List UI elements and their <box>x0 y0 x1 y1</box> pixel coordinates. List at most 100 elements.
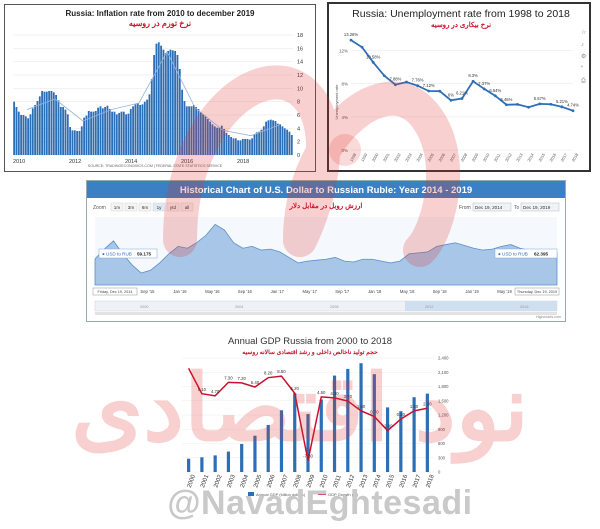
from-date-input[interactable] <box>472 202 512 212</box>
gdp-growth-label: 0.70 <box>370 410 379 415</box>
inflation-bar <box>29 114 32 155</box>
unemployment-point <box>560 105 564 109</box>
unemployment-xtick: 2008 <box>460 152 469 163</box>
quote-icon[interactable]: “ <box>581 66 583 72</box>
usd-xtick: Jan '17 <box>271 289 285 294</box>
from-date-value: Dec 19, 2014 <box>475 205 503 210</box>
gdp-growth-label: 1.80 <box>357 404 366 409</box>
to-date-input[interactable] <box>520 202 560 212</box>
inflation-bar <box>45 91 48 155</box>
gdp-growth-label: 3.70 <box>344 394 353 399</box>
gdp-bar <box>385 407 390 472</box>
inflation-bar <box>162 49 165 155</box>
unemployment-data-label: 13.26% <box>344 32 358 37</box>
usd-xtick: May '19 <box>497 289 512 294</box>
unemployment-xtick: 2015 <box>537 152 546 163</box>
gdp-growth-label: 6.40 <box>251 380 260 385</box>
unemployment-xtick: 2017 <box>559 152 568 163</box>
inflation-ytick: 10 <box>297 86 303 92</box>
inflation-bar <box>286 129 289 155</box>
bell-icon[interactable]: ♪ <box>581 42 584 48</box>
zoom-button-label: all <box>185 205 190 210</box>
gdp-ytick: 1,500 <box>438 398 449 403</box>
inflation-bar <box>157 42 160 156</box>
zoom-button-ytd[interactable] <box>166 202 180 212</box>
inflation-bar <box>216 127 219 155</box>
usd-xtick: May '18 <box>400 289 415 294</box>
gdp-bar <box>213 455 217 472</box>
zoom-button-all[interactable] <box>180 202 194 212</box>
inflation-bar <box>90 111 93 155</box>
unemployment-xtick: 2013 <box>515 152 524 163</box>
gdp-bar <box>359 363 363 472</box>
unemployment-point <box>371 60 375 64</box>
inflation-bar <box>267 120 270 155</box>
zoom-button-1m[interactable] <box>110 202 124 212</box>
inflation-bar <box>188 106 191 155</box>
unemployment-point <box>505 103 508 107</box>
unemployment-xtick: 2009 <box>471 152 480 163</box>
inflation-bar <box>199 112 202 155</box>
inflation-ytick: 12 <box>297 73 303 79</box>
inflation-bar <box>76 131 79 155</box>
inflation-chart-panel: Russia: Inflation rate from 2010 to dece… <box>4 4 316 172</box>
unemployment-point <box>427 89 431 93</box>
star-icon[interactable]: ☆ <box>581 29 586 36</box>
usd-xtick: Jan '19 <box>465 289 479 294</box>
gdp-ytick: 600 <box>438 441 446 446</box>
gdp-ytick: 0 <box>438 470 441 475</box>
inflation-bar <box>178 69 181 155</box>
inflation-xtick: 2012 <box>69 159 81 165</box>
zoom-button-3m[interactable] <box>124 202 138 212</box>
inflation-bar <box>55 95 58 155</box>
gdp-xtick: 2018 <box>426 473 436 488</box>
inflation-bar <box>202 114 205 155</box>
gdp-xtick: 2015 <box>386 473 396 488</box>
inflation-bar <box>279 124 282 155</box>
usd-end-tooltip-name: ● USD to RUB <box>498 252 528 257</box>
gdp-bar <box>319 399 323 472</box>
inflation-bar <box>164 53 167 155</box>
gear-icon[interactable]: ⚙ <box>581 53 586 60</box>
unemployment-ylabel: Unemployment rate <box>334 84 339 120</box>
zoom-button-6m[interactable] <box>138 202 152 212</box>
inflation-bar <box>227 135 230 155</box>
inflation-bar <box>27 118 30 155</box>
unemployment-point <box>549 102 553 106</box>
usd-rub-title: Historical Chart of U.S. Dollar to Russi… <box>180 185 472 196</box>
inflation-bar <box>260 129 263 155</box>
usd-navigator-tick: 2000 <box>140 305 148 309</box>
inflation-bar <box>146 99 149 155</box>
unemployment-data-label: 5.21% <box>556 99 568 104</box>
unemployment-xtick: 2002 <box>393 152 402 163</box>
unemployment-xtick: 1999 <box>360 152 369 163</box>
usd-navigator-selection[interactable] <box>405 301 557 311</box>
to-label: To <box>514 205 520 211</box>
inflation-bar <box>94 111 97 155</box>
chart-toolbar: ☆ ♪ ⚙ “ ⎙ <box>581 29 586 84</box>
gdp-bar <box>279 410 284 472</box>
inflation-bar <box>36 101 39 155</box>
unemployment-chart: Russia: Unemployment rate from 1998 to 2… <box>334 8 586 163</box>
inflation-xtick: 2010 <box>13 159 25 165</box>
legend-growth-swatch <box>318 493 326 495</box>
print-icon[interactable]: ⎙ <box>581 77 586 84</box>
gdp-growth-label: -2.00 <box>383 424 393 429</box>
zoom-button-1y[interactable] <box>152 202 166 212</box>
inflation-bar <box>258 131 261 155</box>
unemployment-xtick: 2004 <box>415 152 424 163</box>
inflation-bar <box>66 114 69 155</box>
usd-xtick: Thursday, Dec 19, 2019 <box>517 290 557 294</box>
usd-xtick: Sep '18 <box>433 289 448 294</box>
unemployment-data-label: 7.88% <box>389 77 401 82</box>
unemployment-data-label: 6.54% <box>489 88 501 93</box>
usd-scrollbar[interactable] <box>95 312 557 315</box>
inflation-bar <box>276 123 279 155</box>
inflation-bar <box>85 115 88 155</box>
highcharts-credit: Highcharts.com <box>536 315 561 319</box>
inflation-bar <box>253 134 256 155</box>
unemployment-xtick: 2006 <box>437 152 446 163</box>
zoom-button-label: ytd <box>170 205 177 210</box>
unemployment-ytick: 12% <box>339 49 348 54</box>
